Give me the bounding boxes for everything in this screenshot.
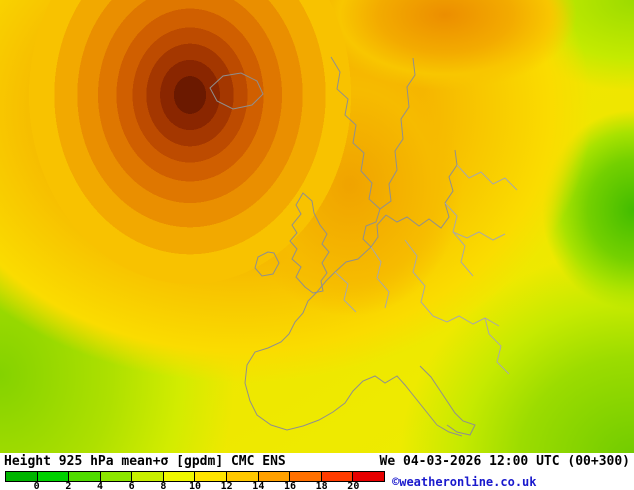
- scale-segment: [68, 471, 101, 482]
- border-line: [334, 271, 357, 313]
- map-canvas: [0, 0, 634, 453]
- chart-title: Height 925 hPa mean+σ [gpdm] CMC ENS: [4, 453, 286, 469]
- scale-segment: [36, 471, 70, 482]
- border-line: [444, 202, 474, 277]
- border-line: [484, 317, 510, 375]
- coastline-denmark: [362, 208, 387, 248]
- scale-tick: 10: [188, 481, 202, 490]
- border-line: [452, 231, 506, 241]
- coastline-ireland: [254, 251, 280, 277]
- coastline-britain: [289, 192, 330, 294]
- coastline-extra: [436, 424, 463, 437]
- coastline-baltic: [385, 149, 458, 229]
- coastline-continent: [244, 246, 438, 431]
- scale-tick: 2: [65, 481, 72, 490]
- scale-segment: [352, 471, 385, 482]
- scale-tick: 12: [220, 481, 233, 490]
- scale-row: 0 2 4 6 8 10 12 14 16 18 20 ©weatheronline.co.uk: [0, 469, 634, 490]
- color-scale-bar: [5, 471, 385, 482]
- coastline-italy: [419, 365, 476, 436]
- footer: Height 925 hPa mean+σ [gpdm] CMC ENS We …: [0, 453, 634, 490]
- coastline-scandinavia: [330, 56, 416, 210]
- copyright-text: ©weatheronline.co.uk: [392, 475, 537, 489]
- coastlines-overlay: [209, 56, 518, 437]
- scale-tick: 18: [315, 481, 328, 490]
- scale-tick: 14: [252, 481, 265, 490]
- scale-tick: 6: [128, 481, 135, 490]
- chart-datetime: We 04-03-2026 12:00 UTC (00+300): [379, 453, 630, 469]
- scale-tick: 4: [96, 481, 104, 490]
- title-row: Height 925 hPa mean+σ [gpdm] CMC ENS We …: [0, 453, 634, 469]
- scale-segment: [131, 471, 164, 482]
- scale-segment: [99, 471, 133, 482]
- scale-tick: 16: [283, 481, 297, 490]
- scale-tick: 8: [160, 481, 167, 490]
- border-line: [404, 239, 434, 317]
- color-scale-ticks: 0 2 4 6 8 10 12 14 16 18 20: [5, 482, 385, 490]
- border-line: [370, 246, 390, 309]
- scale-tick: 20: [347, 481, 360, 490]
- coastline-iceland: [209, 72, 264, 110]
- scale-tick: 0: [33, 481, 40, 490]
- border-line: [456, 164, 518, 191]
- border-line: [432, 315, 500, 327]
